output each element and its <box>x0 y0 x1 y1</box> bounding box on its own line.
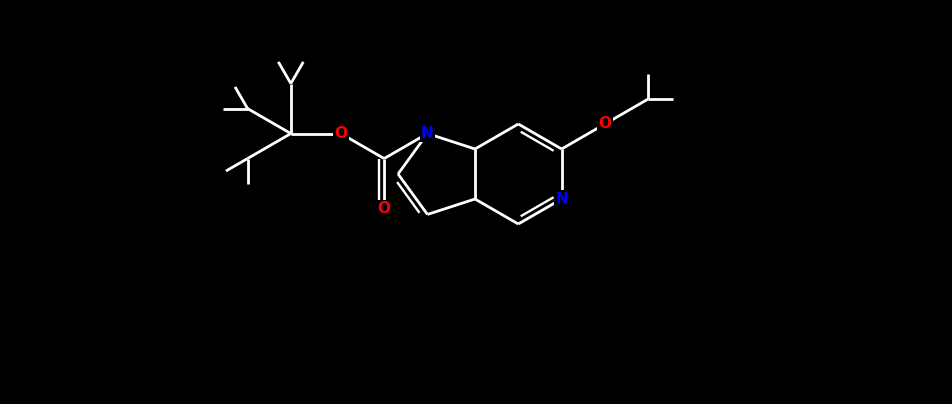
Text: N: N <box>555 191 567 206</box>
Text: O: O <box>377 201 390 216</box>
Text: O: O <box>334 126 347 141</box>
Text: N: N <box>421 126 433 141</box>
Text: O: O <box>598 116 611 131</box>
